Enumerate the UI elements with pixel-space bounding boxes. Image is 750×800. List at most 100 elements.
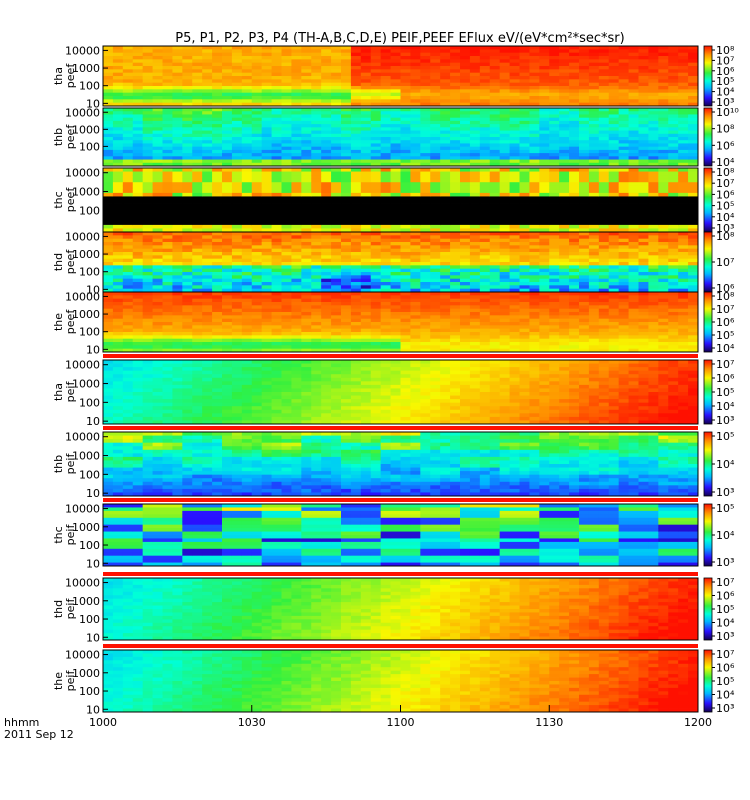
spectrogram-cell [588,143,600,148]
spectrogram-cell [281,242,292,246]
spectrogram-cell [559,133,570,138]
spectrogram-cell [281,52,292,57]
spectrogram-cell [499,275,510,280]
spectrogram-cell [569,76,580,80]
spectrogram-cell [618,288,629,293]
spectrogram-cell [231,272,243,276]
spectrogram-cell [569,258,580,263]
spectrogram-cell [370,114,382,119]
spectrogram-cell [519,120,530,125]
spectrogram-cell [479,111,491,115]
spectrogram-cell [212,228,223,233]
spectrogram-cell [251,127,263,131]
spectrogram-cell [430,272,441,276]
spectrogram-cell [400,265,411,270]
spectrogram-cell [668,82,679,87]
spectrogram-cell [172,146,183,151]
spectrogram-cell [122,182,134,187]
spectrogram-cell [152,108,163,112]
spectrogram-cell [370,248,382,253]
spectrogram-cell [588,159,600,164]
spectrogram-cell [678,130,689,135]
spectrogram-cell [390,262,401,266]
spectrogram-cell [341,348,352,353]
spectrogram-cell [499,108,510,112]
spectrogram-cell [529,189,540,194]
spectrogram-cell [579,288,590,293]
spectrogram-cell [688,275,699,280]
spectrogram-cell [152,232,163,236]
spectrogram-cell [450,192,461,197]
spectrogram-cell [688,143,699,148]
spectrogram-cell [400,207,411,212]
spectrogram-cell [112,69,124,74]
spectrogram-cell [509,82,520,87]
spectrogram-cell [410,171,421,176]
spectrogram-cell [261,189,272,194]
spectrogram-cell [281,214,292,219]
spectrogram-cell [370,82,382,87]
spectrogram-cell [559,265,570,270]
spectrogram-cell [291,120,302,125]
spectrogram-cell [231,338,243,343]
spectrogram-cell [321,268,332,273]
spectrogram-cell [400,302,411,306]
spectrogram-cell [450,217,461,222]
spectrogram-cell [390,312,401,316]
spectrogram-cell [162,338,173,343]
spectrogram-cell [103,325,114,330]
spectrogram-cell [450,153,461,157]
spectrogram-cell [341,248,352,253]
spectrogram-cell [648,111,659,115]
spectrogram-cell [608,66,620,70]
spectrogram-cell [311,133,322,138]
spectrogram-cell [182,196,193,201]
spectrogram-cell [132,325,144,330]
spectrogram-cell [202,255,213,260]
spectrogram-cell [668,288,679,293]
spectrogram-cell [321,262,332,266]
spectrogram-cell [192,252,203,256]
spectrogram-cell [321,171,332,176]
spectrogram-cell [479,117,491,122]
spectrogram-cell [172,265,183,270]
spectrogram-cell [222,245,233,250]
spectrogram-cell [519,217,530,222]
spectrogram-cell [122,127,134,131]
spectrogram-cell [251,196,263,201]
spectrogram-cell [331,288,342,293]
spectrogram-cell [341,92,352,97]
spectrogram-cell [559,86,570,90]
spectrogram-cell [331,96,342,100]
spectrogram-cell [519,143,530,148]
spectrogram-cell [241,192,253,197]
spectrogram-cell [400,102,411,107]
spectrogram-cell [212,192,223,197]
spectrogram-cell [122,49,134,54]
spectrogram-cell [440,146,451,151]
spectrogram-cell [400,342,411,346]
spectrogram-cell [212,245,223,250]
spectrogram-cell [380,285,391,290]
spectrogram-cell [182,308,193,313]
spectrogram-cell [172,295,183,300]
spectrogram-cell [440,89,451,94]
spectrogram-cell [529,207,540,212]
spectrogram-cell [251,252,263,256]
spectrogram-cell [301,86,312,90]
spectrogram-cell [271,315,282,320]
spectrogram-cell [222,96,233,100]
spectrogram-cell [469,66,481,70]
spectrogram-cell [172,149,183,154]
spectrogram-cell [103,332,114,336]
spectrogram-cell [380,185,391,190]
spectrogram-cell [559,49,570,54]
spectrogram-cell [331,143,342,148]
spectrogram-cell [549,46,560,50]
spectrogram-cell [648,52,659,57]
spectrogram-cell [658,171,669,176]
spectrogram-cell [539,268,550,273]
spectrogram-cell [519,66,530,70]
spectrogram-cell [271,82,282,87]
spectrogram-cell [450,82,461,87]
